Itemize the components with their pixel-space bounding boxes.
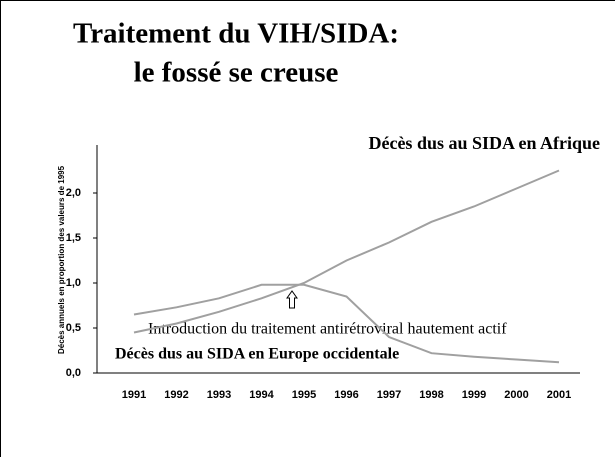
series-line: [133, 169, 560, 334]
x-tick-label: 1991: [122, 389, 146, 401]
x-tick-label: 1999: [462, 389, 486, 401]
title-line: Traitement du VIH/SIDA:: [73, 18, 399, 50]
series-label: Décès dus au SIDA en Europe occidentale: [115, 346, 399, 363]
x-tick-label: 1997: [377, 389, 401, 401]
y-tick-label: 0,0: [66, 367, 81, 379]
y-tick-label: 0,5: [66, 322, 81, 334]
y-tick-label: 1,0: [66, 277, 81, 289]
x-tick-label: 1998: [419, 389, 443, 401]
arrow: [286, 290, 298, 309]
y-tick-label: 1,5: [66, 232, 81, 244]
x-tick-label: 1994: [249, 389, 274, 401]
x-tick-label: 1995: [292, 389, 316, 401]
y-tick-label: 2,0: [66, 187, 81, 199]
x-tick-label: 2000: [504, 389, 528, 401]
series-label: Décès dus au SIDA en Afrique: [368, 133, 600, 153]
annotation: Introduction du traitement antirétrovira…: [148, 321, 507, 338]
y-axis-label: Décès annuels en proportion des valeurs …: [57, 165, 66, 354]
x-tick-label: 1996: [334, 389, 358, 401]
x-tick-label: 2001: [547, 389, 571, 401]
x-tick-label: 1992: [164, 389, 188, 401]
series-line: [133, 283, 560, 364]
x-tick-label: 1993: [207, 389, 231, 401]
title-line: le fossé se creuse: [134, 57, 339, 89]
